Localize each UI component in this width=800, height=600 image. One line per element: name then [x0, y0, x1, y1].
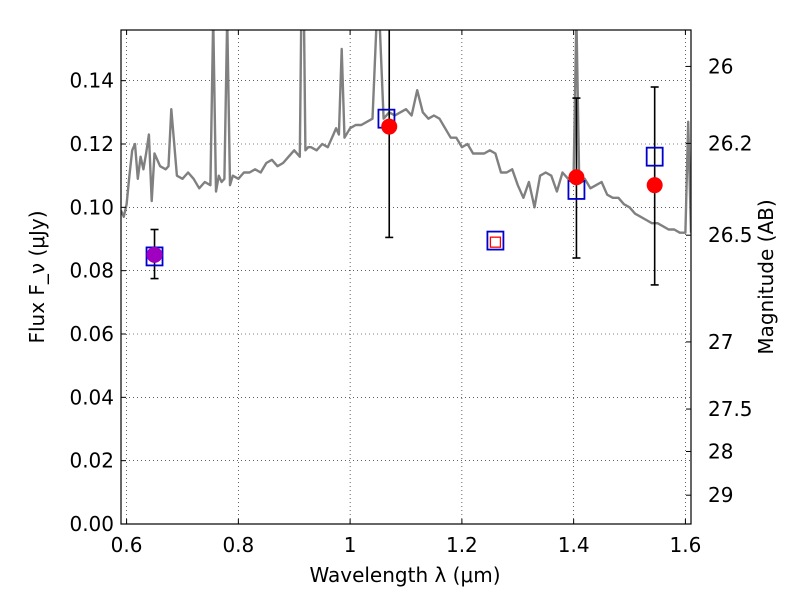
plot-frame	[120, 29, 692, 525]
right-tick-label: 29	[708, 483, 733, 507]
right-tick-label: 27.5	[708, 397, 753, 421]
plot-area	[121, 30, 691, 524]
right-tick-label: 26.5	[708, 223, 753, 247]
right-tick-label: 26.2	[708, 131, 753, 155]
model-square-marker	[486, 230, 505, 251]
model-spectrum	[121, 30, 691, 234]
right-tick-label: 26	[708, 54, 733, 78]
model-square-marker	[645, 146, 664, 167]
axis-ticks: 0.6 0.8 1 1.2 1.4 1.6 0.00 0.02 0.04 0.06 0.08 0.10…	[69, 30, 753, 557]
right-tick-label: 27	[708, 330, 733, 354]
y-tick-label: 0.10	[69, 195, 114, 219]
nondetection-square-marker	[489, 236, 502, 248]
y-tick-label: 0.02	[69, 449, 114, 473]
y-tick-label: 0.12	[69, 132, 114, 156]
observed-point-marker	[646, 177, 663, 194]
observed-point-marker	[381, 118, 398, 135]
x-tick-label: 0.6	[111, 533, 143, 557]
spectrum-line	[121, 30, 691, 234]
y-tick-label: 0.06	[69, 322, 114, 346]
y-axis-label: Flux F_ν (μJy)	[25, 210, 49, 343]
y-tick-label: 0.14	[69, 69, 114, 93]
x-axis-label: Wavelength λ (μm)	[309, 563, 500, 587]
right-tick-label: 28	[708, 439, 733, 463]
data-points	[145, 30, 664, 286]
x-tick-label: 1.4	[558, 533, 590, 557]
x-tick-label: 1	[344, 533, 357, 557]
y-tick-label: 0.08	[69, 259, 114, 283]
x-tick-label: 0.8	[222, 533, 254, 557]
x-tick-label: 1.2	[446, 533, 478, 557]
observed-point-marker	[568, 169, 585, 186]
y-axis-right-label: Magnitude (AB)	[754, 199, 778, 354]
x-tick-label: 1.6	[670, 533, 702, 557]
y-tick-label: 0.04	[69, 385, 114, 409]
observed-point-marker	[146, 246, 163, 263]
y-tick-label: 0.00	[69, 512, 114, 536]
